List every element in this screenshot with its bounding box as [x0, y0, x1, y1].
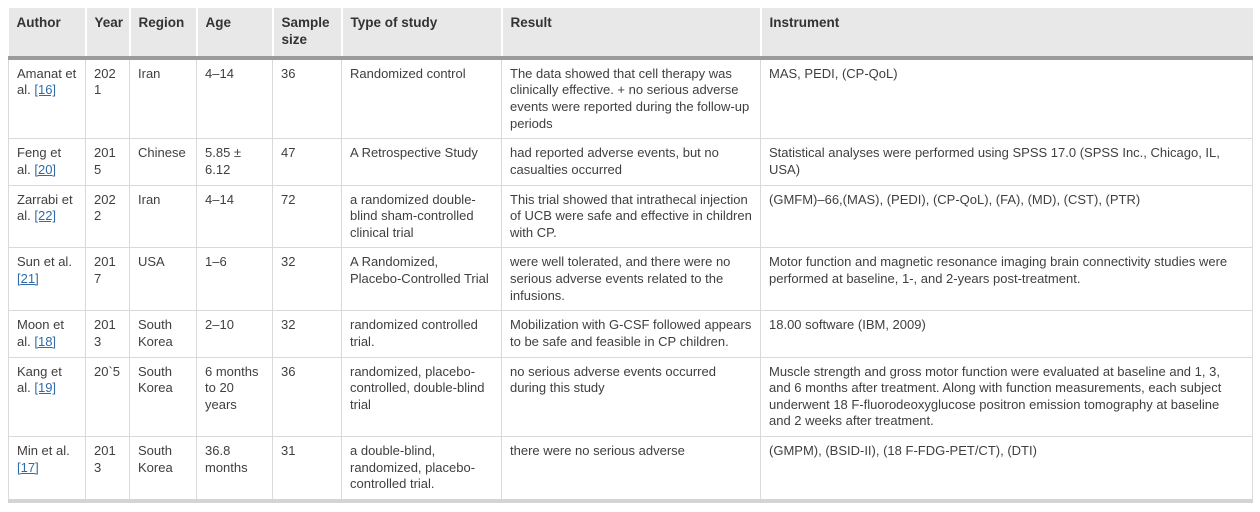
table-row: Zarrabi et al. [22] 2022 Iran 4–14 72 a …: [8, 184, 1253, 249]
column-header-age: Age: [196, 8, 274, 60]
age-cell: 1–6: [196, 247, 273, 312]
citation-link[interactable]: [22]: [34, 208, 57, 224]
instrument-cell: Muscle strength and gross motor function…: [760, 356, 1253, 437]
table-row: Amanat et al. [16] 2021 Iran 4–14 36 Ran…: [8, 57, 1253, 140]
instrument-cell: MAS, PEDI, (CP-QoL): [760, 57, 1253, 140]
citation-link[interactable]: [16]: [34, 82, 57, 98]
year-cell: 20`5: [85, 356, 130, 437]
author-cell: Zarrabi et al. [22]: [8, 184, 86, 249]
type-of-study-cell: Randomized control: [341, 57, 502, 140]
sample-size-cell: 47: [272, 138, 342, 186]
citation-link[interactable]: [18]: [34, 333, 57, 349]
type-of-study-cell: a double-blind, randomized, placebo-cont…: [341, 435, 502, 502]
author-cell: Sun et al. [21]: [8, 247, 86, 312]
author-name: Sun et al.: [17, 254, 72, 270]
citation-link[interactable]: [21]: [17, 271, 39, 286]
region-cell: USA: [129, 247, 197, 312]
type-of-study-cell: A Retrospective Study: [341, 138, 502, 186]
year-cell: 2022: [85, 184, 130, 249]
author-cell: Kang et al. [19]: [8, 356, 86, 437]
column-header-result: Result: [501, 8, 762, 60]
type-of-study-cell: A Randomized, Placebo-Controlled Trial: [341, 247, 502, 312]
instrument-cell: Statistical analyses were performed usin…: [760, 138, 1253, 186]
sample-size-cell: 36: [272, 356, 342, 437]
author-name: Moon et al.: [17, 317, 64, 349]
year-cell: 2015: [85, 138, 130, 186]
column-header-year: Year: [85, 8, 131, 60]
table-row: Feng et al. [20] 2015 Chinese 5.85 ± 6.1…: [8, 138, 1253, 186]
region-cell: South Korea: [129, 356, 197, 437]
table-row: Sun et al. [21] 2017 USA 1–6 32 A Random…: [8, 247, 1253, 312]
instrument-cell: (GMPM), (BSID-II), (18 F-FDG-PET/CT), (D…: [760, 435, 1253, 502]
sample-size-cell: 31: [272, 435, 342, 502]
age-cell: 4–14: [196, 57, 273, 140]
result-cell: were well tolerated, and there were no s…: [501, 247, 761, 312]
year-cell: 2013: [85, 435, 130, 502]
table-row: Moon et al. [18] 2013 South Korea 2–10 3…: [8, 310, 1253, 358]
age-cell: 2–10: [196, 310, 273, 358]
result-cell: This trial showed that intrathecal injec…: [501, 184, 761, 249]
type-of-study-cell: a randomized double-blind sham-controlle…: [341, 184, 502, 249]
author-name: Feng et al.: [17, 145, 62, 177]
year-cell: 2017: [85, 247, 130, 312]
age-cell: 4–14: [196, 184, 273, 249]
author-name: Amanat et al.: [17, 65, 77, 98]
region-cell: Iran: [129, 184, 197, 249]
year-cell: 2021: [85, 57, 130, 140]
sample-size-cell: 36: [272, 57, 342, 140]
author-cell: Moon et al. [18]: [8, 310, 86, 358]
instrument-cell: 18.00 software (IBM, 2009): [760, 310, 1253, 358]
table-row: Kang et al. [19] 20`5 South Korea 6 mont…: [8, 356, 1253, 437]
sample-size-cell: 32: [272, 310, 342, 358]
study-table: Author Year Region Age Sample size Type …: [8, 8, 1253, 503]
citation-link[interactable]: [20]: [34, 161, 57, 177]
region-cell: South Korea: [129, 310, 197, 358]
table-row: Min et al. [17] 2013 South Korea 36.8 mo…: [8, 435, 1253, 502]
result-cell: no serious adverse events occurred durin…: [501, 356, 761, 437]
age-cell: 36.8 months: [196, 435, 273, 502]
age-cell: 5.85 ± 6.12: [196, 138, 273, 186]
author-name: Zarrabi et al.: [17, 191, 73, 224]
column-header-type-of-study: Type of study: [341, 8, 503, 60]
citation-link[interactable]: [19]: [34, 380, 57, 396]
column-header-author: Author: [8, 8, 87, 60]
sample-size-cell: 72: [272, 184, 342, 249]
author-cell: Feng et al. [20]: [8, 138, 86, 186]
header-row: Author Year Region Age Sample size Type …: [8, 8, 1253, 60]
region-cell: Iran: [129, 57, 197, 140]
type-of-study-cell: randomized controlled trial.: [341, 310, 502, 358]
result-cell: there were no serious adverse: [501, 435, 761, 502]
citation-link[interactable]: [17]: [17, 459, 39, 475]
result-cell: Mobilization with G-CSF followed appears…: [501, 310, 761, 358]
region-cell: South Korea: [129, 435, 197, 502]
region-cell: Chinese: [129, 138, 197, 186]
sample-size-cell: 32: [272, 247, 342, 312]
column-header-sample-size: Sample size: [272, 8, 343, 60]
result-cell: The data showed that cell therapy was cl…: [501, 57, 761, 140]
year-cell: 2013: [85, 310, 130, 358]
instrument-cell: Motor function and magnetic resonance im…: [760, 247, 1253, 312]
author-cell: Amanat et al. [16]: [8, 57, 86, 140]
column-header-instrument: Instrument: [760, 8, 1253, 60]
author-name: Kang et al.: [17, 363, 62, 396]
author-cell: Min et al. [17]: [8, 435, 86, 502]
type-of-study-cell: randomized, placebo-controlled, double-b…: [341, 356, 502, 437]
column-header-region: Region: [129, 8, 198, 60]
instrument-cell: (GMFM)–66,(MAS), (PEDI), (CP-QoL), (FA),…: [760, 184, 1253, 249]
result-cell: had reported adverse events, but no casu…: [501, 138, 761, 186]
age-cell: 6 months to 20 years: [196, 356, 273, 437]
study-table-container: Author Year Region Age Sample size Type …: [8, 8, 1253, 503]
author-name: Min et al.: [17, 443, 70, 458]
